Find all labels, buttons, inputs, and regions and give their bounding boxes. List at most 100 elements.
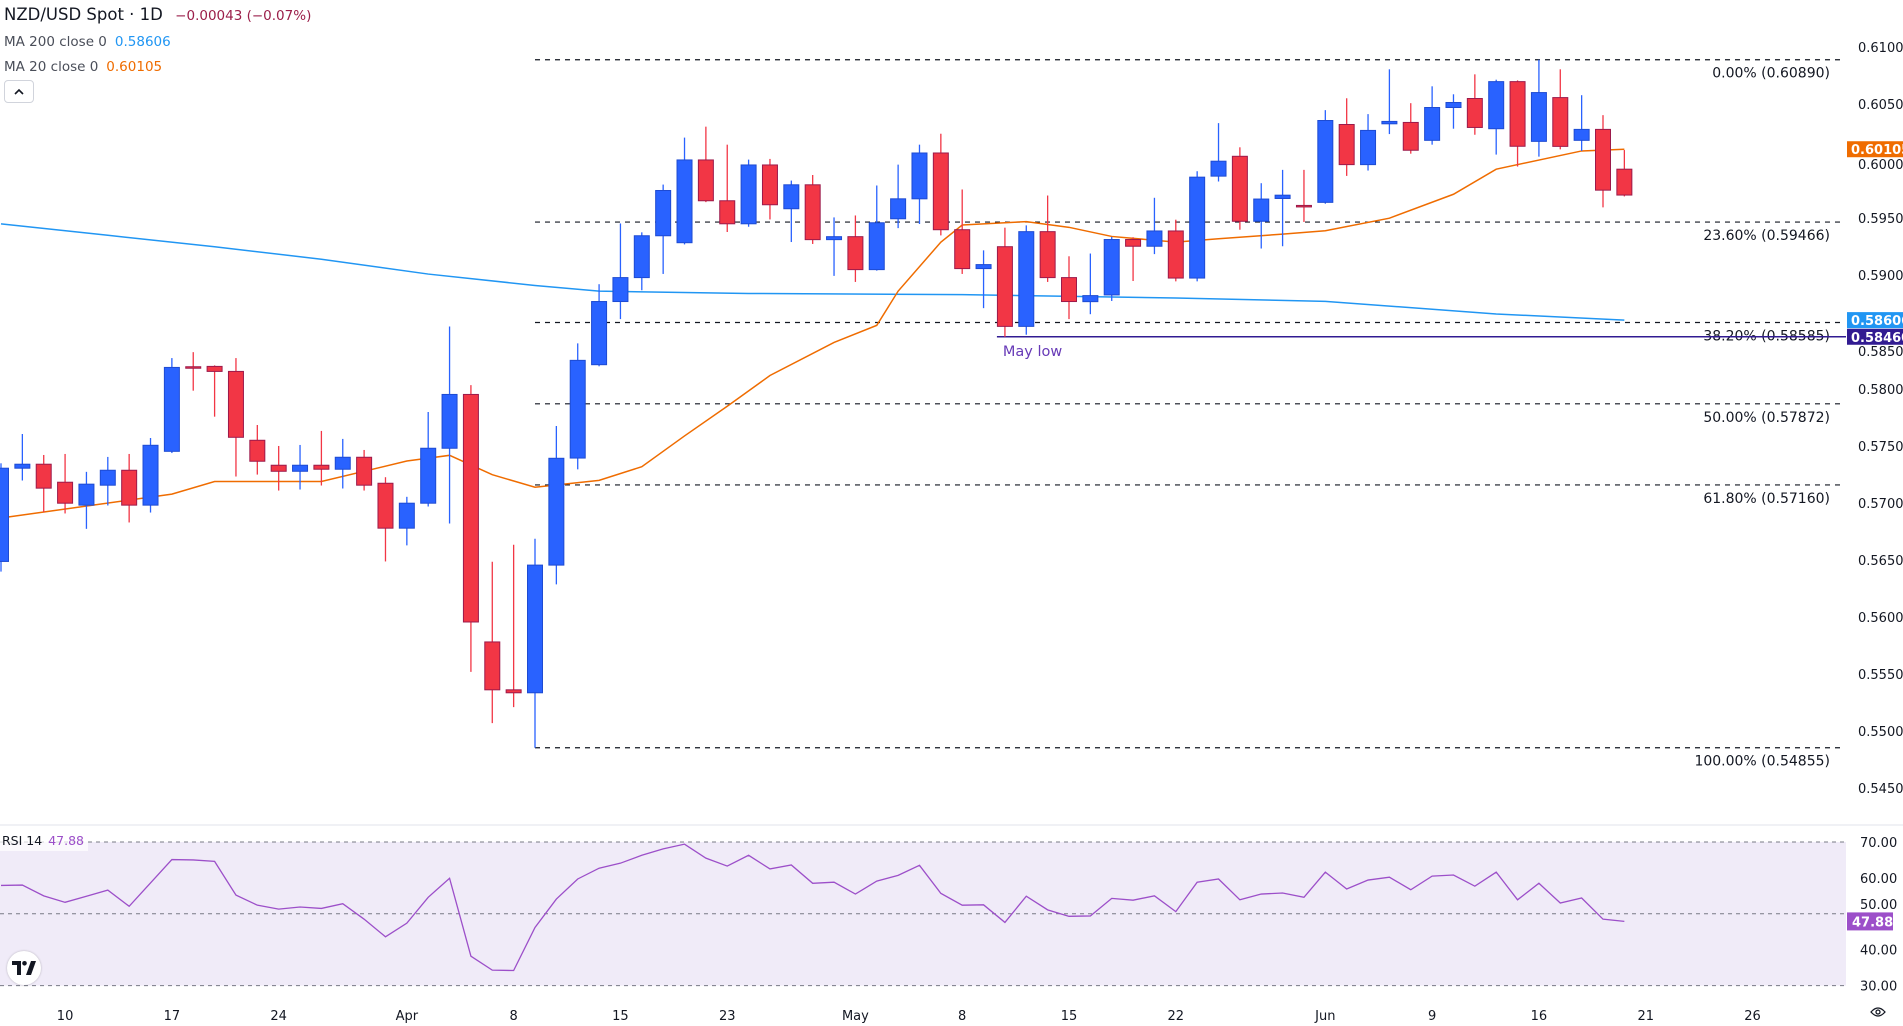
candle-body <box>932 152 949 231</box>
candle <box>847 215 864 282</box>
candle-body <box>569 359 586 459</box>
candle <box>356 449 373 491</box>
candle-body <box>783 184 800 210</box>
fib-level-label: 61.80% (0.57160) <box>1703 491 1830 507</box>
candle <box>1167 219 1184 282</box>
candle <box>1509 80 1526 167</box>
time-axis-tick: Jun <box>1314 1009 1335 1024</box>
candle <box>206 365 223 417</box>
candle-body <box>1189 176 1206 279</box>
ma20-value: 0.60105 <box>106 59 163 75</box>
candle <box>1488 79 1505 155</box>
time-axis-tick: 23 <box>719 1009 736 1024</box>
eye-settings-icon[interactable] <box>1870 1006 1886 1018</box>
candle-body <box>142 444 159 506</box>
fib-level-label: 50.00% (0.57872) <box>1703 410 1830 426</box>
candle-body <box>1488 81 1505 130</box>
candle <box>591 284 608 367</box>
candle-body <box>890 198 907 220</box>
candle-body <box>1295 204 1312 208</box>
candle-body <box>1530 92 1547 142</box>
candle-body <box>1253 198 1270 222</box>
candle-body <box>78 483 95 506</box>
candle-body <box>57 481 74 504</box>
candle-body <box>99 469 116 486</box>
candle-body <box>655 189 672 237</box>
candle-body <box>676 159 693 244</box>
candle <box>377 477 394 562</box>
candle <box>1274 169 1291 247</box>
candle-body <box>505 689 522 694</box>
candle-body <box>377 482 394 529</box>
time-axis-tick: 10 <box>57 1009 74 1024</box>
candle <box>441 326 458 524</box>
candle <box>1445 94 1462 129</box>
candle-body <box>1424 107 1441 141</box>
time-axis-tick: 8 <box>958 1009 966 1024</box>
time-axis-tick: May <box>842 1009 869 1024</box>
candle <box>1210 123 1227 182</box>
candle <box>57 453 74 514</box>
candle <box>826 217 843 276</box>
candle <box>99 456 116 506</box>
ma20-label: MA 20 close 0 <box>4 59 99 75</box>
ma200-legend[interactable]: MA 200 close 0 0.58606 <box>4 30 311 56</box>
candle <box>975 250 992 309</box>
candle-body <box>1167 230 1184 279</box>
time-axis-tick: 24 <box>270 1009 287 1024</box>
candle <box>1253 183 1270 249</box>
candle-body <box>35 463 52 489</box>
collapse-legend-button[interactable] <box>4 80 34 103</box>
candle <box>292 444 309 490</box>
rsi-axis-tick: 30.00 <box>1860 980 1897 995</box>
symbol-title[interactable]: NZD/USD Spot · 1D <box>4 5 163 24</box>
fib-level-label: 23.60% (0.59466) <box>1703 228 1830 244</box>
tradingview-logo[interactable] <box>7 951 41 985</box>
ma200-label: MA 200 close 0 <box>4 33 107 50</box>
time-axis-tick: 16 <box>1531 1009 1548 1024</box>
candle <box>1402 103 1419 154</box>
candle-body <box>911 152 928 200</box>
candle-body <box>697 159 714 202</box>
candle <box>1189 171 1206 282</box>
time-axis-tick: 26 <box>1744 1009 1761 1024</box>
candle-body <box>334 456 351 470</box>
time-axis-tick: 9 <box>1428 1009 1436 1024</box>
rsi-axis-tick: 50.00 <box>1860 898 1897 913</box>
candle <box>761 158 778 220</box>
candle-body <box>0 467 9 562</box>
rsi-legend[interactable]: RSI 14 47.88 <box>0 832 88 851</box>
candle <box>719 144 736 232</box>
price-badge-label: 0.58460 <box>1851 331 1903 346</box>
ma20-line <box>0 148 1625 519</box>
candle-body <box>1317 120 1334 203</box>
candle <box>1616 150 1633 197</box>
candle <box>185 352 202 391</box>
candle <box>420 412 437 507</box>
candle <box>996 227 1013 337</box>
candle-body <box>612 277 629 303</box>
time-axis-tick: 15 <box>1061 1009 1078 1024</box>
rsi-line <box>0 843 1625 972</box>
rsi-label: RSI 14 <box>2 833 43 848</box>
candle-body <box>1125 239 1142 247</box>
price-badge <box>1847 328 1903 345</box>
rsi-value: 47.88 <box>48 833 84 848</box>
may-low-label: May low <box>1003 344 1062 360</box>
candle-body <box>292 464 309 472</box>
candle-body <box>1018 231 1035 327</box>
candle-body <box>484 641 501 691</box>
candle-body <box>1231 155 1248 222</box>
candle-body <box>1210 160 1227 177</box>
candle-body <box>1039 231 1056 279</box>
candle <box>462 385 479 672</box>
candle <box>35 454 52 513</box>
candle-body <box>462 393 479 623</box>
ma20-legend[interactable]: MA 20 close 0 0.60105 <box>4 55 311 81</box>
candle-body <box>954 229 971 270</box>
